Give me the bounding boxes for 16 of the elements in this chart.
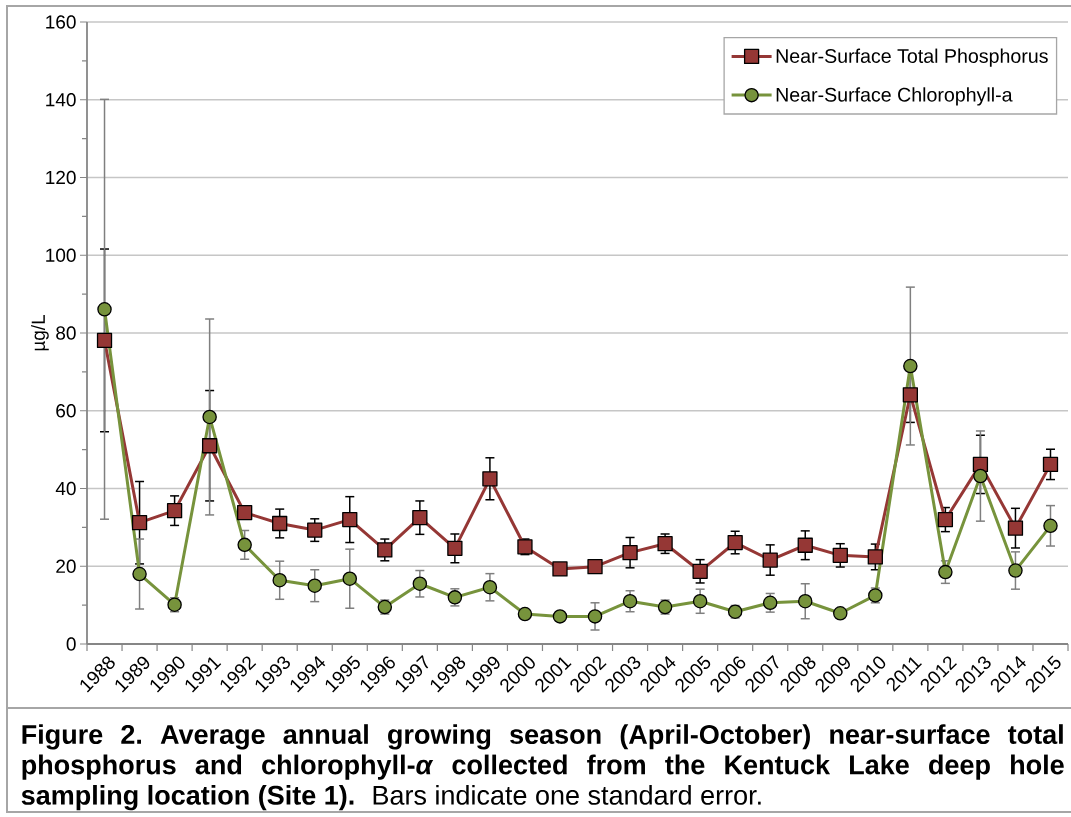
y-tick-label: 100	[46, 248, 76, 262]
legend-label: Near-Surface Total Phosphorus	[776, 48, 1048, 67]
y-tick-label: 120	[46, 170, 76, 185]
y-tick-label: 20	[56, 559, 76, 573]
chart-title: Figure 2. Average annual growing season (April-October) near-surface total	[22, 724, 1063, 750]
y-tick-label: 40	[55, 481, 76, 496]
chart-title: phosphorus and chlorophyll-α collected from the Kentuck Lake deep hole	[22, 754, 1064, 780]
y-axis-title: µg/L	[31, 314, 49, 351]
chart-title: sampling location (Site 1).	[21, 784, 354, 811]
y-tick-label: 140	[46, 93, 76, 107]
text: Bars indicate one standard error.	[373, 784, 761, 805]
y-tick-label: 160	[46, 15, 76, 29]
legend-label: Near-Surface Chlorophyll-a	[776, 87, 1013, 106]
y-tick-label: 60	[56, 404, 76, 418]
y-tick-label: 0	[66, 637, 76, 651]
y-tick-label: 80	[56, 326, 76, 340]
